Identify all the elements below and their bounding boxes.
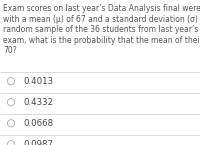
Text: 70?: 70? (3, 46, 17, 55)
Text: 0.0987: 0.0987 (23, 140, 53, 145)
Text: 0.4013: 0.4013 (23, 77, 53, 86)
Text: 0.0668: 0.0668 (23, 119, 53, 128)
Text: random sample of the 36 students from last year’s data analysis class final: random sample of the 36 students from la… (3, 25, 200, 34)
Text: 0.4332: 0.4332 (23, 98, 53, 107)
Text: Exam scores on last year’s Data Analysis final were normally distributed,: Exam scores on last year’s Data Analysis… (3, 4, 200, 13)
Text: exam, what is the probability that the mean of their scores was greater than: exam, what is the probability that the m… (3, 36, 200, 45)
Text: with a mean (μ) of 67 and a standard deviation (σ) of 12.  If you took a: with a mean (μ) of 67 and a standard dev… (3, 15, 200, 24)
